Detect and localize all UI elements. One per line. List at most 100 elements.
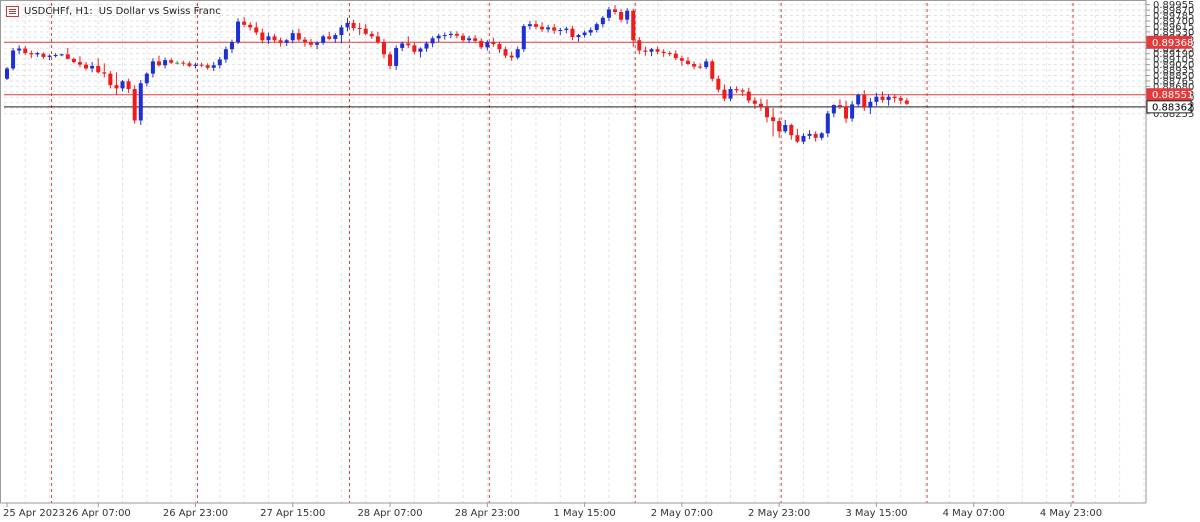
candle-body: [157, 61, 161, 66]
candle-body: [837, 105, 842, 107]
candle-body: [692, 63, 697, 67]
candle-body: [874, 96, 879, 102]
candle-body: [643, 50, 648, 52]
candle: [211, 62, 216, 72]
candle-body: [746, 91, 751, 101]
candle: [765, 99, 769, 123]
candle-body: [540, 26, 545, 30]
candle-body: [497, 44, 502, 50]
y-tick-label: 0.89955: [1153, 0, 1194, 11]
candle: [862, 90, 867, 111]
y-tick-label: 0.88680: [1153, 82, 1194, 93]
candle-body: [801, 135, 806, 142]
candle: [412, 42, 417, 55]
candle: [181, 60, 186, 66]
candle: [321, 34, 326, 45]
candle: [236, 18, 241, 45]
candle: [260, 28, 265, 44]
candle-body: [752, 100, 757, 104]
candle: [150, 58, 155, 78]
candle-body: [205, 65, 210, 68]
candle-body: [698, 66, 703, 68]
candle: [716, 75, 721, 93]
candle: [90, 62, 95, 73]
candle: [552, 24, 557, 34]
candle: [96, 58, 101, 74]
candle: [661, 49, 666, 57]
candle: [102, 63, 107, 78]
candle-body: [473, 38, 478, 41]
candle: [837, 99, 842, 109]
candle-body: [175, 62, 180, 64]
candle-body: [795, 135, 800, 142]
candle-body: [400, 43, 405, 48]
level-label-box: [1146, 35, 1192, 49]
candle: [193, 62, 198, 69]
candle: [625, 8, 630, 25]
candle: [138, 80, 143, 125]
candle: [783, 119, 788, 134]
candle-body: [564, 28, 569, 30]
candle: [272, 33, 277, 43]
candle: [600, 15, 605, 28]
candle: [11, 47, 16, 71]
candle: [400, 41, 405, 52]
horizontal-levels: [4, 41, 1146, 108]
candle-body: [448, 33, 453, 36]
candle-body: [199, 64, 204, 66]
x-axis-labels: 25 Apr 2023 26 Apr 07:00 26 Apr 23:00 27 Ap…: [3, 508, 1102, 519]
candle-body: [509, 55, 514, 58]
candle: [126, 78, 131, 93]
level-label-text: 0.88551: [1152, 90, 1193, 101]
candle: [527, 20, 532, 30]
candle: [904, 97, 909, 106]
candle: [777, 117, 782, 138]
candle-body: [302, 39, 307, 43]
candle: [290, 29, 295, 44]
x-tick-label: 4 May 23:00: [1040, 508, 1102, 519]
candle-body: [825, 113, 830, 134]
candle: [406, 36, 411, 48]
candle: [667, 51, 672, 57]
candle-body: [479, 40, 484, 48]
candle-body: [339, 27, 344, 36]
candle-body: [181, 62, 186, 64]
candle: [357, 22, 362, 36]
candle-body: [11, 50, 16, 69]
candle-body: [29, 53, 34, 55]
candle-body: [844, 106, 849, 119]
candle-body: [266, 36, 271, 41]
x-tick-label: 2 May 07:00: [651, 508, 713, 519]
candle: [710, 59, 715, 82]
candle: [248, 22, 253, 31]
candle-body: [704, 61, 709, 68]
candle-body: [594, 24, 599, 30]
candle-body: [485, 42, 490, 48]
candle-body: [41, 53, 46, 57]
y-tick-label: 0.89785: [1153, 11, 1194, 22]
candle: [351, 19, 356, 31]
candle-body: [850, 104, 855, 119]
candle-body: [710, 61, 715, 79]
candle: [35, 51, 40, 57]
candle: [880, 91, 885, 103]
candle: [740, 88, 745, 97]
candle-body: [606, 9, 611, 18]
candle-body: [363, 28, 368, 34]
candle-body: [236, 21, 241, 43]
candle-body: [521, 26, 526, 50]
candle: [108, 71, 113, 89]
candle: [363, 24, 368, 36]
candle: [874, 92, 879, 106]
candle: [692, 61, 697, 70]
candle-body: [345, 22, 350, 28]
candle-body: [132, 89, 137, 121]
candle-body: [71, 58, 76, 63]
candle: [813, 131, 818, 142]
candle-body: [588, 29, 593, 33]
candle-body: [649, 49, 654, 52]
candle-body: [570, 28, 575, 38]
candle: [71, 57, 76, 64]
